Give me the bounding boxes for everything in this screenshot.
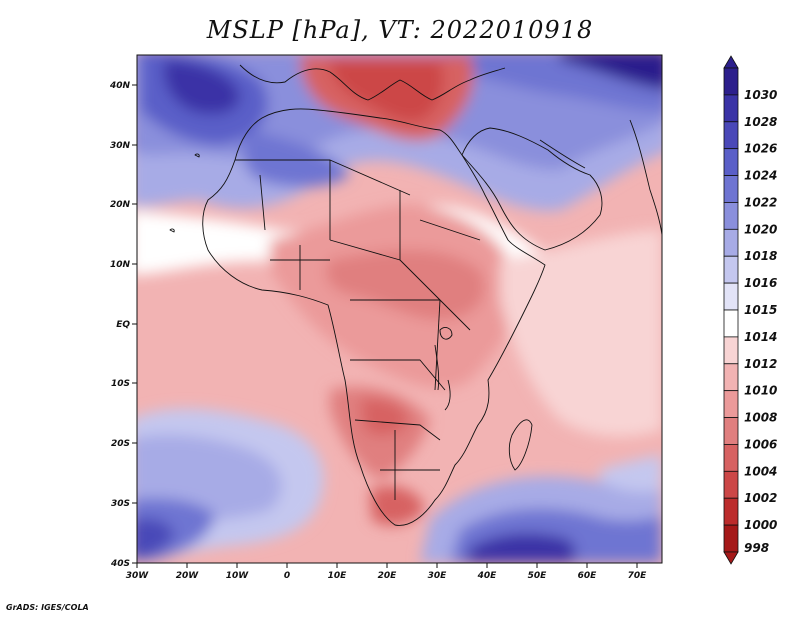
lon-label-20w: 20W — [176, 571, 200, 581]
legend-label: 1016 — [744, 276, 777, 290]
map-frame — [136, 54, 663, 564]
lat-label-30s: 30S — [111, 499, 130, 509]
legend-label: 1012 — [744, 357, 777, 371]
legend-label: 998 — [744, 541, 769, 555]
legend-swatch — [723, 309, 739, 338]
lon-label-60e: 60E — [578, 571, 598, 581]
legend-swatch — [723, 228, 739, 257]
lon-label-20e: 20E — [378, 571, 398, 581]
legend-label: 1028 — [744, 115, 777, 129]
legend-swatch — [723, 94, 739, 123]
coastlines — [169, 64, 662, 526]
lat-label-20s: 20S — [111, 439, 130, 449]
legend-labels: 1030 1028 1026 1024 1022 1020 1018 1016 1015 1014… — [744, 88, 777, 555]
legend-bottom-arrow — [723, 551, 739, 565]
legend-top-arrow — [723, 55, 739, 69]
legend-label: 1010 — [744, 384, 777, 398]
lat-label-30n: 30N — [110, 141, 131, 151]
pressure-field — [137, 55, 662, 563]
legend-swatch — [723, 148, 739, 176]
legend-label: 1020 — [744, 222, 777, 236]
legend-label: 1018 — [744, 249, 777, 263]
map-title: MSLP [hPa], VT: 2022010918 — [206, 16, 594, 44]
legend-label: 1022 — [744, 195, 777, 209]
legend-label: 1014 — [744, 330, 777, 344]
lon-label-50e: 50E — [528, 571, 548, 581]
legend-swatch — [723, 282, 739, 311]
lat-label-20n: 20N — [110, 200, 131, 210]
lon-label-10w: 10W — [226, 571, 250, 581]
legend-swatch — [723, 336, 739, 365]
legend-swatch — [723, 444, 739, 472]
legend-swatch — [723, 67, 739, 96]
lon-label-30e: 30E — [428, 571, 448, 581]
lon-label-30w: 30W — [126, 571, 150, 581]
legend-swatch — [723, 524, 739, 553]
legend-swatch — [723, 417, 739, 445]
legend-label: 1006 — [744, 437, 777, 451]
legend-swatch — [723, 390, 739, 418]
legend-swatch — [723, 363, 739, 392]
credit-text: GrADS: IGES/COLA — [6, 603, 89, 612]
legend-label: 1015 — [744, 303, 777, 317]
lon-label-40e: 40E — [477, 571, 498, 581]
legend-boxes — [723, 55, 739, 565]
lat-label-eq: EQ — [116, 320, 130, 330]
lon-label-10e: 10E — [328, 571, 348, 581]
legend-swatch — [723, 255, 739, 284]
lat-label-40s: 40S — [110, 559, 130, 569]
lon-label-0: 0 — [284, 571, 290, 581]
legend-swatch — [723, 121, 739, 150]
legend-label: 1026 — [744, 142, 777, 156]
lat-label-10s: 10S — [111, 379, 130, 389]
legend-swatch — [723, 175, 739, 203]
lon-label-70e: 70E — [628, 571, 648, 581]
legend-swatch — [723, 202, 739, 230]
lon-axis — [136, 563, 638, 568]
legend-label: 1024 — [744, 169, 777, 183]
lat-axis — [132, 84, 137, 564]
legend-swatch — [723, 470, 739, 499]
legend-label: 1008 — [744, 411, 777, 425]
legend-label: 1030 — [744, 88, 777, 102]
lat-label-10n: 10N — [110, 260, 131, 270]
legend-label: 1002 — [744, 491, 777, 505]
legend-label: 1000 — [744, 518, 777, 532]
lat-label-40n: 40N — [109, 81, 131, 91]
legend-label: 1004 — [744, 464, 777, 478]
legend-swatch — [723, 497, 739, 526]
